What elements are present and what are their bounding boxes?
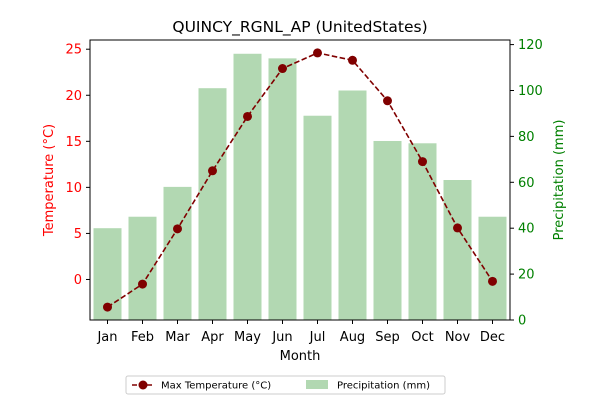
y-left-axis-label: Temperature (°C) (42, 124, 57, 237)
x-tick-label-feb: Feb (131, 330, 154, 345)
chart-title: QUINCY_RGNL_AP (UnitedStates) (172, 18, 427, 37)
x-tick-label-apr: Apr (201, 330, 224, 345)
precipitation-bar-nov (443, 180, 472, 320)
precipitation-bar-sep (373, 140, 402, 320)
x-tick-label-oct: Oct (411, 330, 433, 345)
legend-frame (125, 375, 446, 395)
y-right-tick-label-60: 60 (518, 176, 535, 191)
y-left-tick-label-10: 10 (65, 181, 82, 196)
x-tick-label-jun: Jun (271, 330, 292, 345)
precipitation-bar-may (233, 53, 262, 320)
legend-precipitation-label: Precipitation (mm) (337, 381, 430, 392)
y-right-tick-label-100: 100 (518, 84, 543, 99)
y-left-tick-label-20: 20 (65, 89, 82, 104)
x-tick-label-may: May (234, 330, 261, 345)
temperature-point-jan (103, 302, 112, 312)
temperature-point-mar (173, 224, 182, 234)
temperature-point-jun (278, 64, 287, 74)
y-right-tick-label-0: 0 (518, 314, 526, 329)
x-tick-label-dec: Dec (480, 330, 505, 345)
x-tick-label-aug: Aug (340, 330, 365, 345)
temperature-line (107, 52, 494, 308)
temperature-line-layer (103, 48, 497, 312)
temperature-point-aug (348, 55, 357, 65)
legend-temperature-label: Max Temperature (°C) (161, 381, 271, 392)
temperature-point-nov (453, 223, 462, 233)
x-tick-label-mar: Mar (165, 330, 190, 345)
y-right-axis: 0 20 40 60 80 100 120 (510, 38, 543, 329)
x-tick-label-jul: Jul (309, 330, 326, 345)
y-left-tick-label-0: 0 (74, 273, 82, 288)
temperature-point-feb (138, 279, 147, 289)
y-right-tick-label-80: 80 (518, 130, 535, 145)
precipitation-bar-dec (478, 216, 507, 320)
temperature-point-may (243, 111, 252, 121)
x-tick-label-sep: Sep (375, 330, 400, 345)
plot-frame (89, 39, 511, 321)
y-left-tick-label-25: 25 (65, 43, 82, 58)
x-tick-label-jan: Jan (96, 330, 117, 345)
y-right-tick-label-20: 20 (518, 268, 535, 283)
y-left-tick-label-5: 5 (74, 227, 82, 242)
legend: Max Temperature (°C) Precipitation (mm) (125, 375, 446, 395)
temperature-point-oct (418, 157, 427, 167)
y-right-axis-label: Precipitation (mm) (552, 120, 567, 241)
legend-precipitation-swatch (306, 380, 328, 389)
temperature-point-jul (313, 48, 322, 58)
legend-temperature-marker (138, 380, 148, 390)
x-tick-label-nov: Nov (445, 330, 471, 345)
precipitation-bar-apr (198, 88, 227, 321)
precipitation-bar-mar (163, 186, 192, 320)
temperature-point-dec (488, 276, 497, 286)
x-axis: Jan Feb Mar Apr May Jun Jul Aug Sep Oct Nov Dec (96, 320, 505, 345)
precipitation-bars (93, 53, 507, 321)
y-left-axis: 0 5 10 15 20 25 (65, 43, 90, 288)
y-right-tick-label-40: 40 (518, 222, 535, 237)
temperature-point-sep (383, 96, 392, 106)
precipitation-bar-jun (268, 58, 297, 320)
temperature-point-apr (208, 166, 217, 176)
precipitation-bar-oct (408, 143, 437, 320)
y-left-tick-label-15: 15 (65, 135, 82, 150)
x-axis-label: Month (280, 349, 321, 364)
precipitation-bar-aug (338, 90, 367, 320)
precipitation-bar-jul (303, 115, 332, 320)
y-right-tick-label-120: 120 (518, 38, 543, 53)
